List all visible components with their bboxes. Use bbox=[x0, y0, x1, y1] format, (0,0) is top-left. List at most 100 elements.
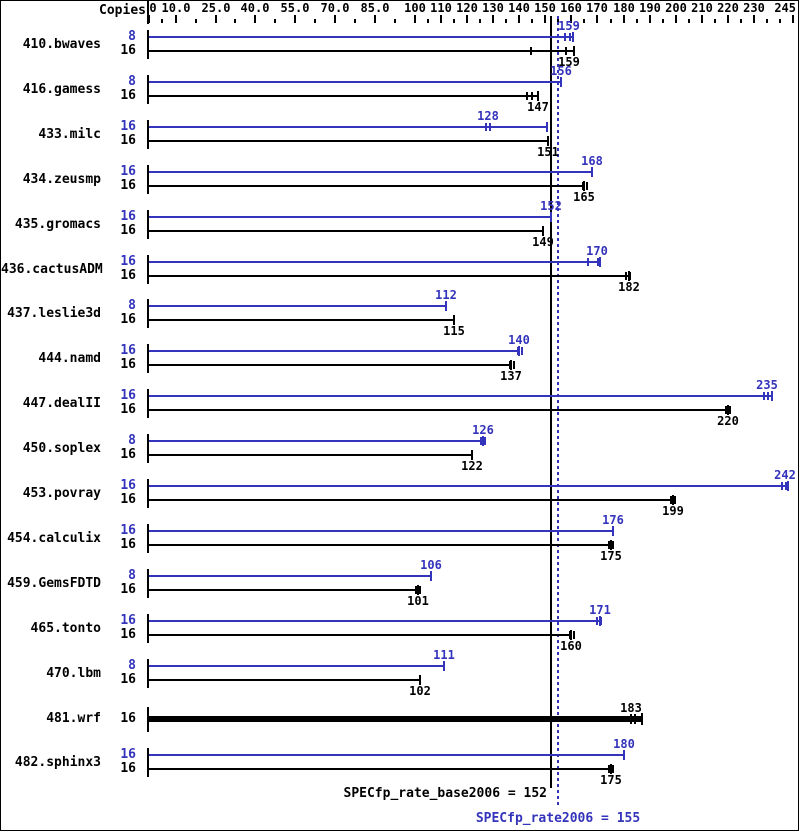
axis-minor-tick bbox=[688, 19, 690, 23]
bar-value-label: 147 bbox=[527, 100, 549, 114]
base-summary-label: SPECfp_rate_base2006 = 152 bbox=[343, 786, 548, 801]
bar-end-cap bbox=[518, 346, 520, 356]
run-mark-tick bbox=[521, 347, 523, 355]
axis-major-tick bbox=[215, 15, 217, 23]
copies-label: 16 bbox=[120, 209, 136, 224]
group-axis-segment bbox=[147, 748, 149, 777]
run-mark-tick bbox=[763, 392, 765, 400]
x-axis: 0 10.0 25.0 40.0 55.0 70.0 85.0 100 110 120 130 140… bbox=[1, 1, 798, 24]
base-bar bbox=[149, 544, 611, 546]
axis-major-tick bbox=[596, 15, 598, 23]
group-axis-segment bbox=[147, 120, 149, 149]
run-mark-tick bbox=[729, 406, 731, 414]
copies-label: 16 bbox=[120, 711, 136, 726]
copies-label: 8 bbox=[128, 29, 136, 44]
axis-major-tick bbox=[254, 15, 256, 23]
run-mark-tick bbox=[612, 765, 614, 773]
axis-minor-tick bbox=[636, 19, 638, 23]
axis-minor-tick bbox=[505, 19, 507, 23]
peak-summary-label: SPECfp_rate2006 = 155 bbox=[475, 811, 641, 826]
axis-tick-label: 100 bbox=[404, 1, 426, 15]
peak-bar bbox=[149, 440, 483, 442]
axis-major-tick bbox=[294, 15, 296, 23]
copies-label: 16 bbox=[120, 582, 136, 597]
axis-minor-tick bbox=[453, 19, 455, 23]
bar-value-label: 126 bbox=[472, 423, 494, 437]
axis-minor-tick bbox=[662, 19, 664, 23]
copies-label: 8 bbox=[128, 74, 136, 89]
run-mark-tick bbox=[629, 272, 631, 280]
run-mark-tick bbox=[419, 586, 421, 594]
bar-value-label: 199 bbox=[662, 504, 684, 518]
bar-value-label: 106 bbox=[420, 558, 442, 572]
bar-value-label: 171 bbox=[589, 603, 611, 617]
axis-minor-tick bbox=[354, 19, 356, 23]
bar-end-cap bbox=[591, 167, 593, 177]
run-mark-tick bbox=[608, 541, 610, 549]
benchmark-label: 436.cactusADM bbox=[1, 262, 103, 277]
bar-value-label: 159 bbox=[558, 55, 580, 69]
bar-value-label: 151 bbox=[537, 145, 559, 159]
copies-label: 16 bbox=[120, 88, 136, 103]
bar-value-label: 160 bbox=[560, 639, 582, 653]
bar-value-label: 149 bbox=[532, 235, 554, 249]
run-mark-tick bbox=[634, 714, 636, 724]
base-bar bbox=[149, 230, 543, 232]
peak-bar bbox=[149, 575, 431, 577]
benchmark-label: 410.bwaves bbox=[22, 37, 101, 52]
bar-end-cap bbox=[453, 315, 455, 325]
bar-value-label: 122 bbox=[461, 459, 483, 473]
benchmark-label: 437.leslie3d bbox=[7, 306, 101, 321]
bar-value-label: 115 bbox=[443, 324, 465, 338]
axis-tick-label: 160 bbox=[560, 1, 582, 15]
benchmark-label: 444.namd bbox=[38, 351, 101, 366]
run-mark-tick bbox=[565, 47, 567, 55]
copies-label: 16 bbox=[120, 268, 136, 283]
benchmark-label: 465.tonto bbox=[30, 621, 101, 636]
peak-bar bbox=[149, 216, 551, 218]
axis-tick-label: 40.0 bbox=[240, 1, 270, 15]
base-bar bbox=[149, 50, 574, 52]
axis-tick-label: 220 bbox=[717, 1, 739, 15]
axis-minor-tick bbox=[274, 19, 276, 23]
axis-major-tick bbox=[623, 15, 625, 23]
bar-end-cap bbox=[443, 661, 445, 671]
axis-minor-tick bbox=[234, 19, 236, 23]
base-bar bbox=[149, 185, 584, 187]
peak-bar bbox=[149, 485, 788, 487]
axis-minor-tick bbox=[161, 19, 163, 23]
axis-tick-label: 10.0 bbox=[161, 1, 191, 15]
peak-bar bbox=[149, 395, 772, 397]
group-axis-segment bbox=[147, 434, 149, 463]
run-mark-tick bbox=[785, 482, 787, 490]
run-mark-tick bbox=[597, 258, 599, 266]
run-mark-tick bbox=[612, 541, 614, 549]
run-mark-tick bbox=[415, 586, 417, 594]
bar-value-label: 165 bbox=[573, 190, 595, 204]
bar-value-label: 180 bbox=[613, 737, 635, 751]
axis-tick-label: 130 bbox=[482, 1, 504, 15]
group-axis-segment bbox=[147, 707, 149, 732]
copies-label: 16 bbox=[120, 178, 136, 193]
axis-tick-label: 70.0 bbox=[320, 1, 350, 15]
bar-end-cap bbox=[572, 32, 574, 42]
bar-end-cap bbox=[419, 675, 421, 685]
bar-end-cap bbox=[610, 764, 612, 774]
copies-label: 8 bbox=[128, 658, 136, 673]
axis-major-tick bbox=[334, 15, 336, 23]
bar-value-label: 175 bbox=[600, 549, 622, 563]
run-mark-tick bbox=[517, 347, 519, 355]
run-mark-tick bbox=[513, 361, 515, 369]
run-mark-tick bbox=[569, 631, 571, 639]
bar-end-cap bbox=[641, 713, 643, 725]
bar-end-cap bbox=[672, 495, 674, 505]
peak-bar bbox=[149, 305, 446, 307]
bar-value-label: 220 bbox=[717, 414, 739, 428]
run-mark-tick bbox=[530, 47, 532, 55]
axis-major-tick bbox=[374, 15, 376, 23]
axis-major-tick bbox=[148, 15, 150, 23]
bar-end-cap bbox=[542, 226, 544, 236]
run-mark-tick bbox=[569, 33, 571, 41]
axis-tick-label: 245 bbox=[774, 1, 796, 15]
peak-bar bbox=[149, 620, 600, 622]
